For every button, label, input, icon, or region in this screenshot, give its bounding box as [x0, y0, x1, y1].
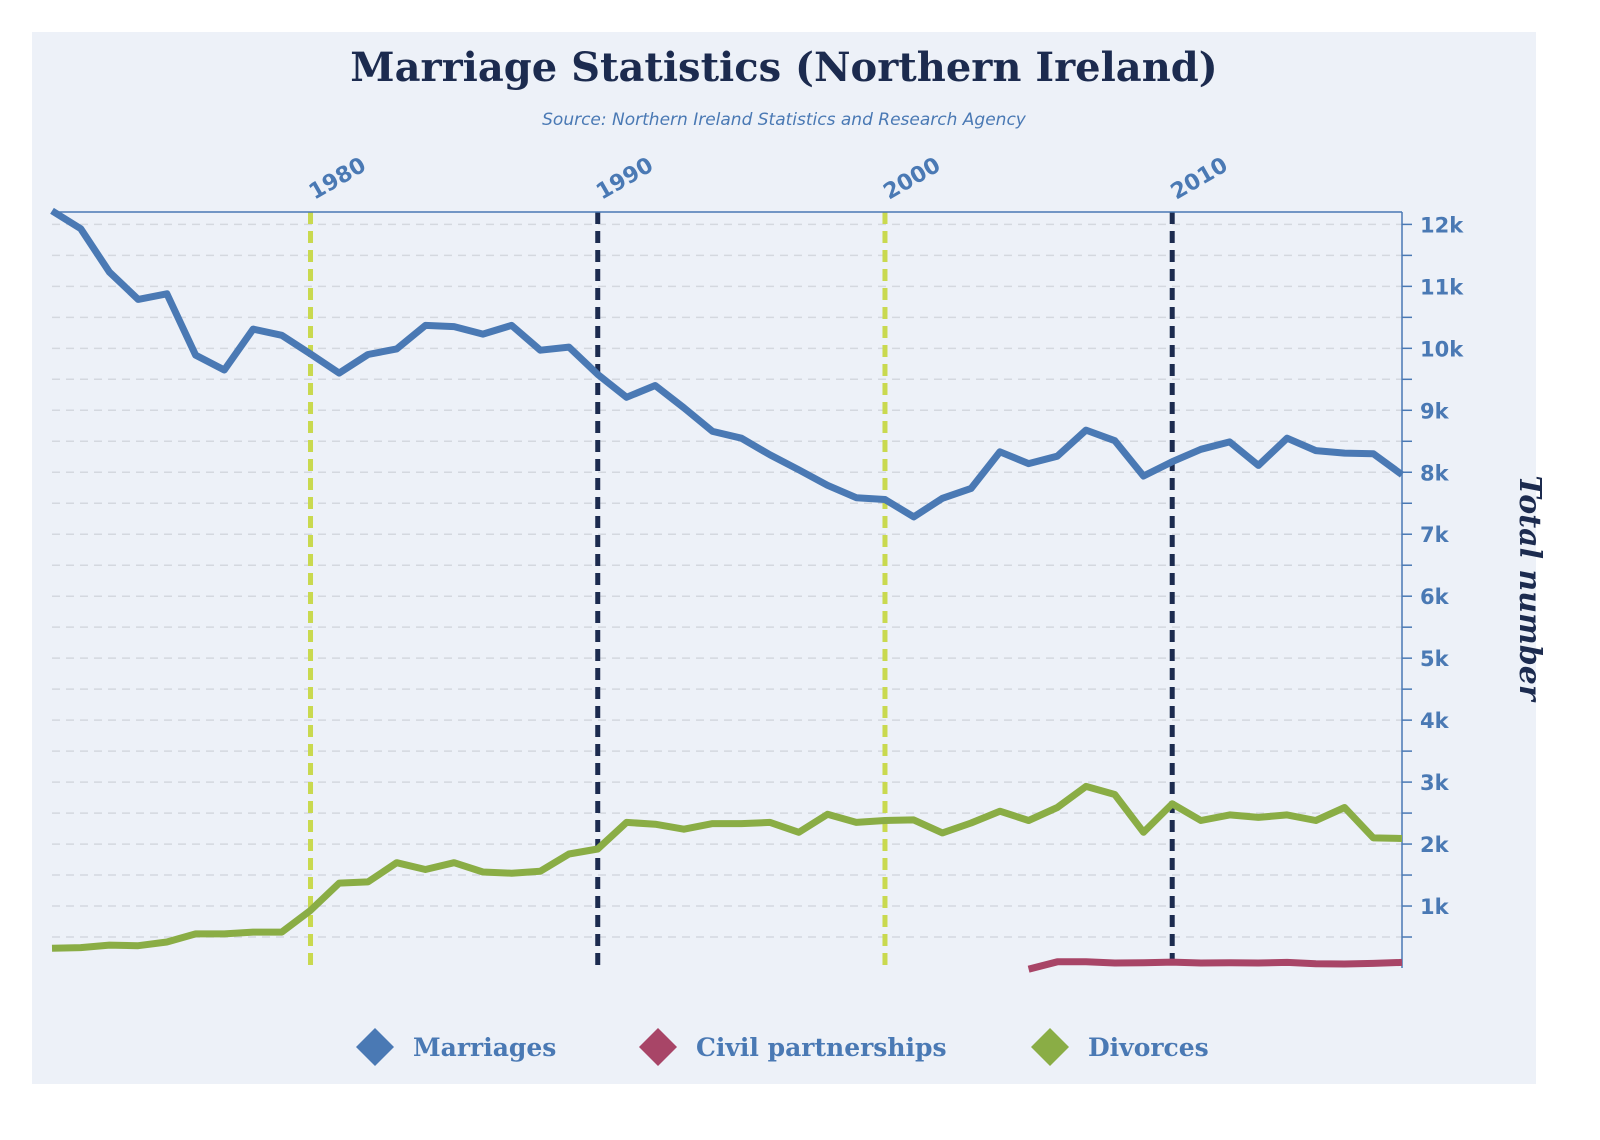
y-tick-label: 10k — [1420, 337, 1464, 361]
y-tick-label: 5k — [1420, 647, 1450, 671]
year-markers — [308, 212, 1175, 968]
y-tick-label: 6k — [1420, 585, 1450, 609]
series-line-civil-partnerships — [1027, 958, 1403, 973]
y-tick-label: 11k — [1420, 275, 1464, 299]
x-tick-label: 2000 — [879, 153, 945, 205]
legend-marker-icon[interactable] — [1031, 1028, 1069, 1066]
y-axis-title: Total number — [1512, 475, 1547, 702]
y-tick-label: 3k — [1420, 771, 1450, 795]
y-tick-label: 4k — [1420, 709, 1450, 733]
y-tick-label: 12k — [1420, 213, 1464, 237]
chart-title: Marriage Statistics (Northern Ireland) — [350, 44, 1218, 91]
legend-label[interactable]: Civil partnerships — [696, 1033, 947, 1062]
y-tick-label: 8k — [1420, 461, 1450, 485]
chart-panel — [32, 32, 1536, 1084]
legend-marker-icon[interactable] — [639, 1028, 677, 1066]
axis-layer: 1k 2k 3k 4k 5k 6k 7k 8k 9k 10k 11k 12k 1980 1990 2000 2… — [52, 153, 1464, 968]
series-line-marriages — [50, 207, 1405, 521]
y-tick-label: 7k — [1420, 523, 1450, 547]
series-layer — [50, 207, 1405, 973]
legend: Marriages Civil partnerships Divorces — [356, 1028, 1209, 1066]
grid-layer — [52, 223, 1402, 938]
legend-label[interactable]: Marriages — [413, 1033, 556, 1062]
legend-marker-icon[interactable] — [356, 1028, 394, 1066]
y-tick-label: 1k — [1420, 895, 1450, 919]
series-line-divorces — [51, 782, 1403, 952]
chart-subtitle: Source: Northern Ireland Statistics and … — [542, 110, 1026, 130]
legend-label[interactable]: Divorces — [1088, 1033, 1209, 1062]
y-tick-label: 2k — [1420, 833, 1450, 857]
x-tick-label: 1990 — [592, 153, 658, 205]
x-tick-label: 2010 — [1167, 153, 1233, 205]
x-tick-label: 1980 — [305, 153, 371, 205]
y-tick-label: 9k — [1420, 399, 1450, 423]
